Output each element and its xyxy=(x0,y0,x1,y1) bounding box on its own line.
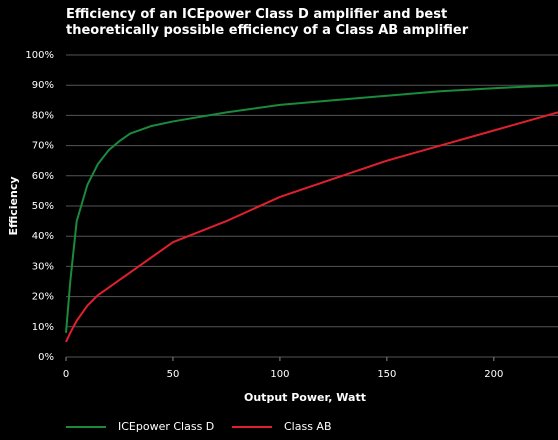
y-tick-label: 90% xyxy=(32,80,54,91)
y-tick-label: 70% xyxy=(32,141,54,152)
y-axis-label: Efficiency xyxy=(7,176,20,235)
y-tick-label: 0% xyxy=(38,352,54,363)
y-tick-label: 60% xyxy=(32,171,54,182)
y-tick-label: 30% xyxy=(32,261,54,272)
x-tick-label: 50 xyxy=(167,369,180,380)
y-tick-label: 50% xyxy=(32,201,54,212)
line-series xyxy=(65,111,558,343)
x-tick-label: 100 xyxy=(270,369,289,380)
y-tick-label: 100% xyxy=(25,50,54,61)
y-tick-label: 40% xyxy=(32,231,54,242)
y-tick-label: 20% xyxy=(32,292,54,303)
y-tick-label: 80% xyxy=(32,110,54,121)
legend-label: Class AB xyxy=(284,420,332,433)
y-tick-label: 10% xyxy=(32,322,54,333)
x-tick-label: 0 xyxy=(63,369,69,380)
x-axis-label: Output Power, Watt xyxy=(244,391,366,404)
legend-label: ICEpower Class D xyxy=(118,420,214,433)
x-tick-label: 200 xyxy=(484,369,503,380)
line-series xyxy=(65,84,558,333)
x-tick-label: 150 xyxy=(377,369,396,380)
chart-title: Efficiency of an ICEpower Class D amplif… xyxy=(66,7,469,38)
